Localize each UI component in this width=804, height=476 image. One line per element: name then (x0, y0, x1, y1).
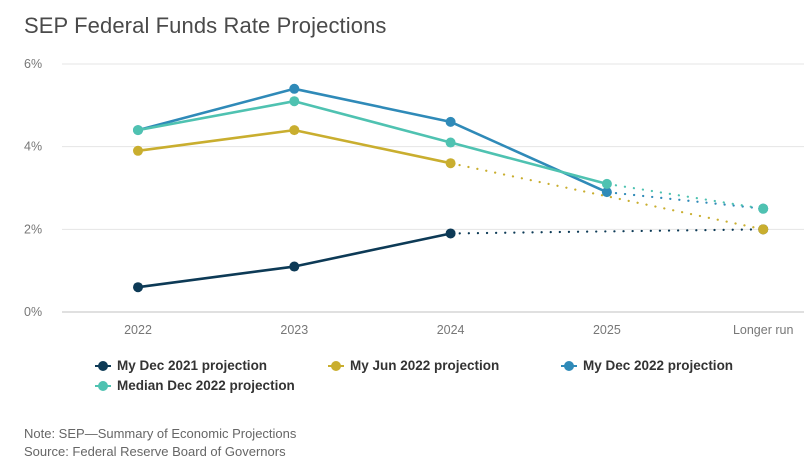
data-point[interactable] (601, 187, 612, 198)
line-segment (292, 99, 452, 144)
y-tick-label: 6% (24, 57, 42, 71)
data-point[interactable] (601, 178, 612, 189)
line-segment (136, 99, 296, 132)
series-2 (133, 83, 769, 214)
projection-dotted-segment (605, 182, 765, 210)
legend-item-jun-2022[interactable]: My Jun 2022 projection (328, 358, 499, 373)
source-text: Source: Federal Reserve Board of Governo… (24, 444, 286, 459)
y-tick-label: 0% (24, 305, 42, 319)
projection-dotted-segment (449, 228, 765, 235)
data-point[interactable] (445, 228, 456, 239)
data-point[interactable] (445, 158, 456, 169)
line-segment (136, 87, 296, 132)
data-point[interactable] (289, 125, 300, 136)
line-segment (292, 232, 452, 268)
legend-marker-icon (328, 360, 344, 371)
line-segment (136, 128, 296, 153)
line-segment (449, 120, 609, 194)
legend-label: My Dec 2022 projection (583, 358, 734, 373)
data-point[interactable] (289, 83, 300, 94)
series-group (133, 83, 769, 293)
x-tick-label: 2023 (280, 323, 308, 337)
data-point[interactable] (758, 224, 769, 235)
x-axis-ticks: 2022 2023 2024 2025 Longer run (124, 323, 793, 337)
line-chart: 0% 2% 4% 6% 2022 2023 2024 2025 Longer run (24, 57, 804, 337)
x-tick-label: 2022 (124, 323, 152, 337)
line-segment (292, 128, 452, 165)
footnotes: Note: SEP—Summary of Economic Projection… (24, 425, 296, 461)
series-1 (133, 125, 769, 235)
data-point[interactable] (133, 282, 143, 293)
legend-label: My Jun 2022 projection (350, 358, 500, 373)
y-tick-label: 2% (24, 222, 42, 236)
chart-title: SEP Federal Funds Rate Projections (24, 13, 387, 38)
data-point[interactable] (758, 203, 769, 214)
data-point[interactable] (289, 261, 300, 272)
data-point[interactable] (289, 96, 300, 107)
y-axis-ticks: 0% 2% 4% 6% (24, 57, 42, 319)
y-tick-label: 4% (24, 140, 42, 154)
legend-marker-icon (95, 360, 111, 371)
line-segment (136, 265, 296, 289)
legend-marker-icon (561, 360, 577, 371)
line-segment (449, 141, 609, 186)
data-point[interactable] (445, 137, 456, 148)
note-text: Note: SEP—Summary of Economic Projection… (24, 426, 297, 441)
legend-item-median-dec-2022[interactable]: Median Dec 2022 projection (95, 378, 295, 393)
series-0 (133, 224, 769, 293)
legend-label: Median Dec 2022 projection (117, 378, 295, 393)
legend-label: My Dec 2021 projection (117, 358, 268, 373)
series-3 (133, 96, 769, 214)
legend-item-dec-2021[interactable]: My Dec 2021 projection (95, 358, 267, 373)
x-tick-label: Longer run (733, 323, 794, 337)
legend-item-dec-2022[interactable]: My Dec 2022 projection (561, 358, 733, 373)
line-segment (292, 87, 452, 124)
x-tick-label: 2025 (593, 323, 621, 337)
gridlines (62, 63, 804, 313)
data-point[interactable] (445, 116, 456, 127)
x-tick-label: 2024 (437, 323, 465, 337)
legend-marker-icon (95, 380, 111, 391)
data-point[interactable] (133, 125, 143, 136)
data-point[interactable] (133, 145, 143, 156)
projection-dotted-segment (605, 191, 765, 210)
